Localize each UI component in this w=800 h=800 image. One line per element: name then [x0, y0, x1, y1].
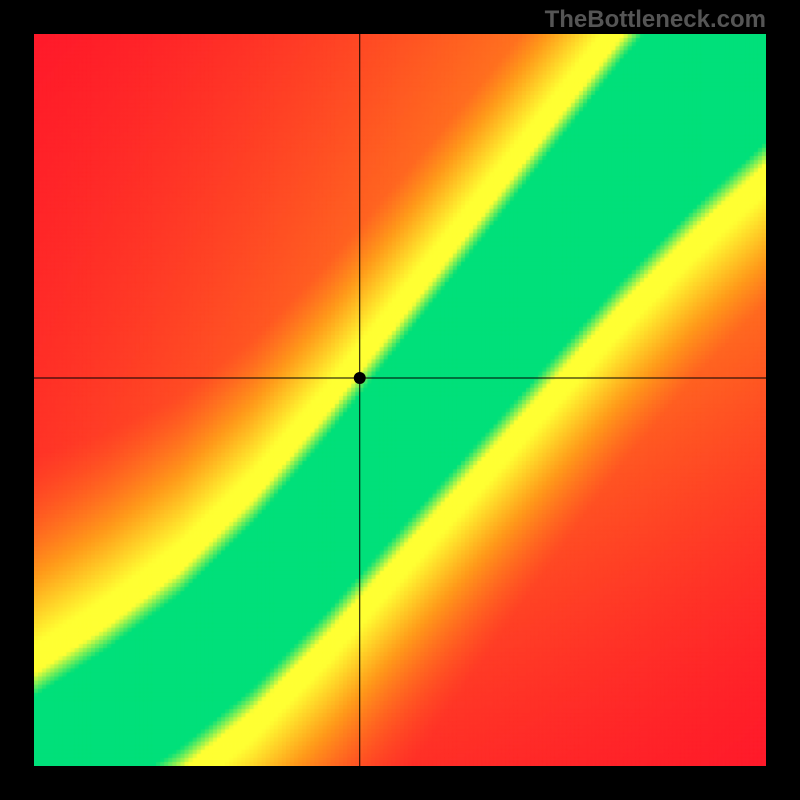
bottleneck-heatmap	[34, 34, 766, 766]
chart-container: TheBottleneck.com	[0, 0, 800, 800]
watermark-text: TheBottleneck.com	[545, 6, 766, 34]
